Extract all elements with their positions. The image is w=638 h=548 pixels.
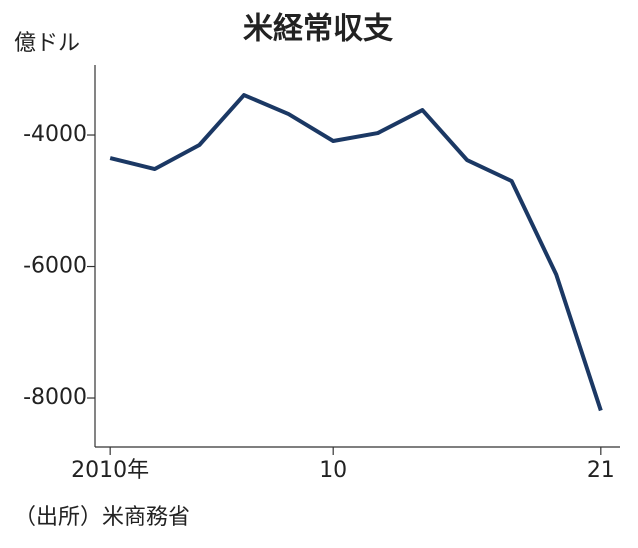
y-tick-label: -8000: [23, 385, 87, 410]
x-tick-label: 2010年: [71, 458, 149, 483]
y-tick-label: -4000: [23, 122, 87, 147]
source-note: （出所）米商務省: [14, 505, 190, 530]
chart-title: 米経常収支: [243, 12, 393, 47]
x-tick-label: 10: [319, 458, 347, 483]
y-axis-label: 億ドル: [14, 31, 80, 56]
data-line: [109, 93, 603, 412]
y-tick-label: -6000: [23, 254, 87, 279]
x-tick-label: 21: [587, 458, 615, 483]
